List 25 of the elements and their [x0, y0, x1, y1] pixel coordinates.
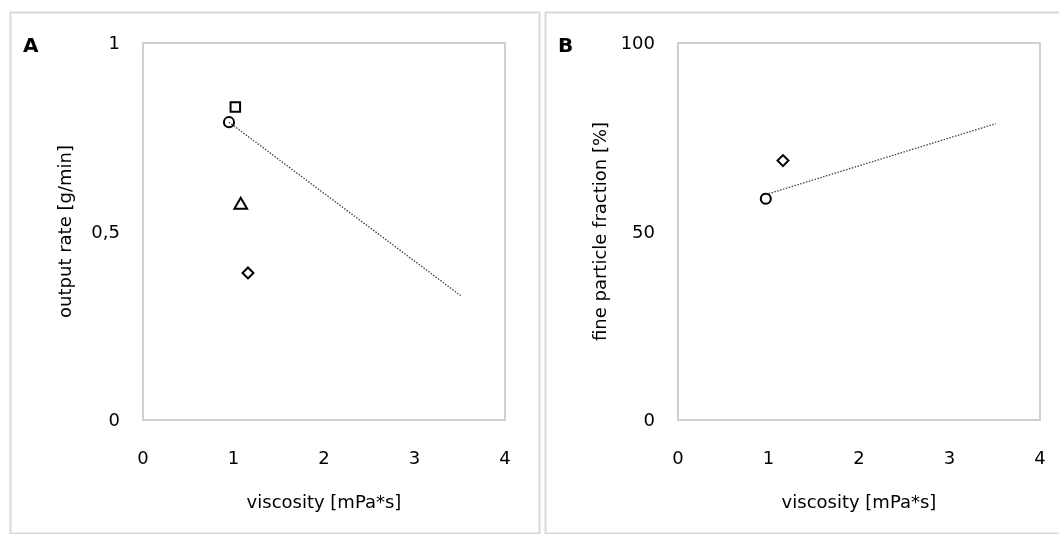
y-axis-title: output rate [g/min]	[54, 145, 75, 318]
point	[229, 101, 242, 113]
y-tick-label: 0	[108, 409, 120, 431]
x-tick-label: 1	[762, 447, 775, 468]
x-tick-label: 4	[499, 447, 511, 468]
x-tick-label: 3	[408, 447, 421, 468]
y-tick-label: 0	[643, 409, 655, 431]
y-tick-label: 1	[108, 32, 120, 54]
x-tick-label: 2	[853, 447, 865, 468]
x-tick-label: 4	[1034, 447, 1046, 468]
chart-title: B	[558, 33, 574, 57]
point	[241, 266, 255, 280]
y-tick-label: 0,5	[91, 220, 120, 242]
x-tick-label: 0	[137, 447, 149, 468]
x-tick-label: 1	[227, 447, 240, 468]
y-tick-label: 50	[632, 220, 655, 242]
chart-title: A	[23, 33, 39, 57]
y-axis-title: fine particle fraction [%]	[589, 121, 610, 342]
x-axis-title: viscosity [mPa*s]	[246, 491, 402, 512]
x-tick-label: 0	[672, 447, 684, 468]
point	[222, 116, 236, 129]
x-tick-label: 2	[318, 447, 330, 468]
x-axis-title: viscosity [mPa*s]	[781, 491, 937, 512]
x-tick-label: 3	[943, 447, 956, 468]
y-tick-label: 100	[620, 32, 655, 54]
